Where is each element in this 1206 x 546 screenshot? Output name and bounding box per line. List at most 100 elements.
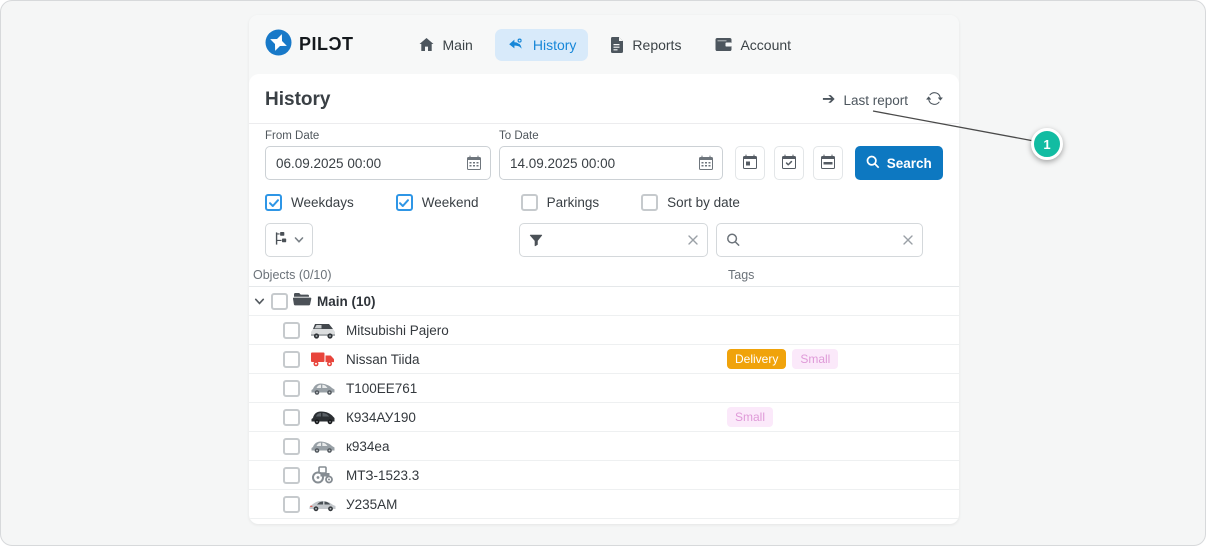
row-checkbox[interactable] bbox=[283, 466, 300, 484]
from-date-input-box bbox=[265, 146, 491, 180]
group-label: Main (10) bbox=[317, 293, 376, 309]
collapse-chevron-icon[interactable] bbox=[253, 295, 266, 308]
from-date-input[interactable] bbox=[266, 147, 490, 179]
to-date-field: To Date bbox=[499, 130, 723, 180]
object-row[interactable]: к934еа bbox=[249, 432, 959, 461]
tree-view-button[interactable] bbox=[265, 223, 313, 257]
calendar-icon[interactable] bbox=[466, 155, 482, 171]
date-filter-row: From Date To Date bbox=[249, 124, 959, 180]
group-row-main[interactable]: Main (10) bbox=[249, 287, 959, 316]
clear-x-icon[interactable] bbox=[687, 234, 699, 246]
nav-tabs: Main History Reports Account bbox=[406, 28, 804, 61]
reports-icon bbox=[610, 36, 624, 53]
app-window: PILƆT Main History Reports Account Histo… bbox=[249, 15, 959, 524]
row-checkbox[interactable] bbox=[283, 321, 300, 339]
sedan-vehicle-icon bbox=[308, 494, 338, 514]
checkbox-box bbox=[641, 194, 659, 211]
checkbox-weekend[interactable]: Weekend bbox=[395, 194, 479, 211]
object-search-input[interactable] bbox=[717, 224, 922, 256]
last-report-button[interactable]: ➔ Last report bbox=[822, 92, 908, 108]
search-icon bbox=[726, 233, 741, 248]
refresh-button[interactable] bbox=[926, 90, 943, 110]
tab-label: Main bbox=[442, 36, 473, 53]
tractor-vehicle-icon bbox=[308, 465, 338, 485]
checkbox-box bbox=[395, 194, 413, 211]
history-icon bbox=[507, 36, 525, 53]
truck-vehicle-icon bbox=[308, 349, 338, 369]
brand-logo[interactable]: PILƆT bbox=[265, 29, 354, 61]
quick-range-day-button[interactable] bbox=[735, 146, 765, 180]
tab-label: History bbox=[532, 36, 577, 53]
search-button[interactable]: Search bbox=[854, 146, 943, 180]
tab-account[interactable]: Account bbox=[703, 29, 803, 61]
brand-name: PILƆT bbox=[299, 34, 354, 54]
tree-icon bbox=[274, 231, 289, 249]
objects-table: Objects (0/10) Tags bbox=[249, 263, 959, 519]
row-tags: Delivery Small bbox=[724, 349, 959, 369]
objects-toolbar bbox=[265, 223, 943, 257]
objects-table-header: Objects (0/10) Tags bbox=[249, 263, 959, 287]
tab-history[interactable]: History bbox=[494, 28, 589, 61]
options-row: Weekdays Weekend Parkings Sort by date bbox=[265, 194, 943, 211]
page-title: History bbox=[265, 89, 331, 110]
tab-main[interactable]: Main bbox=[406, 29, 485, 61]
tab-label: Account bbox=[740, 36, 792, 53]
tag-filter-input-box bbox=[519, 223, 708, 257]
objects-column-header: Objects (0/10) bbox=[253, 267, 332, 282]
header-divider bbox=[249, 123, 959, 124]
row-checkbox[interactable] bbox=[283, 379, 300, 397]
search-button-label: Search bbox=[886, 155, 932, 171]
account-icon bbox=[715, 37, 732, 52]
row-checkbox[interactable] bbox=[283, 408, 300, 426]
object-row[interactable]: К934АУ190 Small bbox=[249, 403, 959, 432]
calendar-icon[interactable] bbox=[698, 155, 714, 171]
checkbox-sort-by-date[interactable]: Sort by date bbox=[641, 194, 740, 211]
tab-reports[interactable]: Reports bbox=[598, 29, 693, 61]
checkbox-box bbox=[520, 194, 538, 211]
tag-delivery: Delivery bbox=[727, 349, 787, 369]
page-header: History ➔ Last report bbox=[249, 74, 959, 123]
quick-range-check-button[interactable] bbox=[773, 146, 804, 180]
object-name: У235АМ bbox=[346, 496, 398, 512]
callout-badge-1: 1 bbox=[1031, 128, 1063, 160]
to-date-input[interactable] bbox=[500, 147, 722, 179]
calendar-day-icon bbox=[742, 154, 758, 173]
minivan-vehicle-icon bbox=[308, 407, 338, 427]
object-row[interactable]: Nissan Tiida Delivery Small bbox=[249, 345, 959, 374]
to-date-input-box bbox=[499, 146, 723, 180]
checkbox-label: Parkings bbox=[546, 195, 600, 210]
to-date-label: To Date bbox=[499, 130, 539, 142]
calendar-range-icon bbox=[820, 154, 836, 173]
checkbox-label: Weekend bbox=[421, 195, 479, 210]
row-checkbox[interactable] bbox=[283, 437, 300, 455]
chevron-down-icon bbox=[294, 233, 304, 248]
group-checkbox[interactable] bbox=[271, 292, 288, 310]
search-icon bbox=[866, 155, 880, 172]
object-row[interactable]: МТЗ-1523.3 bbox=[249, 461, 959, 490]
object-row[interactable]: У235АМ bbox=[249, 490, 959, 519]
checkbox-label: Sort by date bbox=[667, 195, 740, 210]
object-name: Nissan Tiida bbox=[346, 351, 420, 367]
folder-icon bbox=[292, 291, 312, 312]
tag-filter-input[interactable] bbox=[520, 224, 707, 256]
object-search-input-box bbox=[716, 223, 923, 257]
row-checkbox[interactable] bbox=[283, 495, 300, 513]
calendar-check-icon bbox=[781, 154, 797, 173]
callout-number: 1 bbox=[1043, 136, 1051, 152]
quick-range-month-button[interactable] bbox=[812, 146, 843, 180]
object-name: К934АУ190 bbox=[346, 409, 416, 425]
checkbox-parkings[interactable]: Parkings bbox=[520, 194, 600, 211]
refresh-icon bbox=[926, 90, 943, 110]
checkbox-weekdays[interactable]: Weekdays bbox=[265, 194, 354, 211]
object-row[interactable]: Mitsubishi Pajero bbox=[249, 316, 959, 345]
header-actions: ➔ Last report bbox=[822, 90, 943, 110]
row-checkbox[interactable] bbox=[283, 350, 300, 368]
object-row[interactable]: T100EE761 bbox=[249, 374, 959, 403]
object-name: к934еа bbox=[346, 438, 390, 454]
clear-x-icon[interactable] bbox=[902, 234, 914, 246]
pilot-logo-icon bbox=[265, 29, 292, 61]
row-tags: Small bbox=[724, 407, 959, 427]
tag-small: Small bbox=[792, 349, 839, 369]
arrow-right-icon: ➔ bbox=[822, 91, 836, 108]
